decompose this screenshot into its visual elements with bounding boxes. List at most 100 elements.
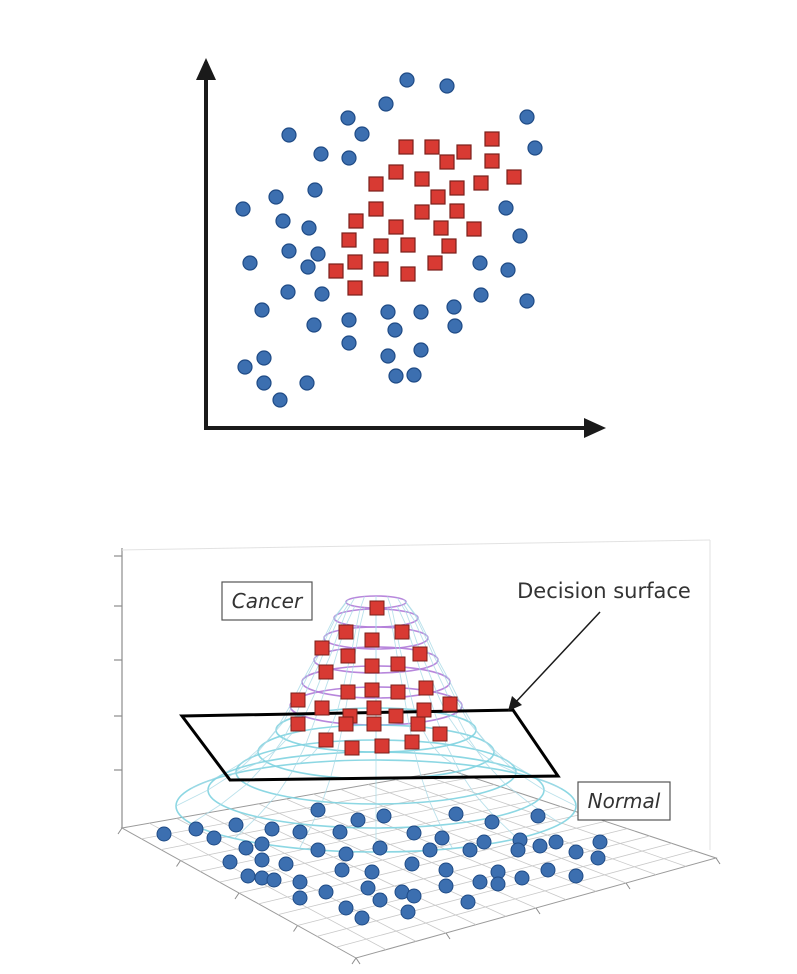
class-b-point [484, 153, 500, 169]
normal-point [422, 842, 438, 858]
class-a-point [500, 262, 516, 278]
class-a-point [281, 243, 297, 259]
cancer-point [374, 738, 390, 754]
mesh-meridian [387, 607, 453, 849]
normal-point [338, 900, 354, 916]
floor-axis-tick [351, 957, 357, 965]
class-a-point [242, 255, 258, 271]
class-b-point [368, 176, 384, 192]
class-a-point [512, 228, 528, 244]
class-a-point [439, 78, 455, 94]
class-b-point [456, 144, 472, 160]
normal-point [568, 868, 584, 884]
cancer-point [344, 740, 360, 756]
cancer-label: Cancer [232, 589, 304, 613]
floor-axis-tick [355, 957, 361, 965]
normal-point [548, 834, 564, 850]
class-a-point [447, 318, 463, 334]
cancer-point [318, 732, 334, 748]
class-b-points [328, 131, 522, 296]
class-b-point [506, 169, 522, 185]
normal-label: Normal [588, 789, 661, 813]
class-b-point [373, 238, 389, 254]
cancer-point [394, 624, 410, 640]
floor-axis-tick [117, 827, 123, 835]
normal-point [188, 821, 204, 837]
normal-point [406, 888, 422, 904]
class-b-point [373, 261, 389, 277]
normal-point [568, 844, 584, 860]
class-a-point [307, 182, 323, 198]
normal-point [400, 904, 416, 920]
normal-point [434, 830, 450, 846]
floor-grid-line [395, 779, 657, 876]
class-a-point [310, 246, 326, 262]
cancer-point [366, 700, 382, 716]
normal-point [590, 850, 606, 866]
cancer-point [290, 716, 306, 732]
class-b-point [433, 220, 449, 236]
normal-point [490, 876, 506, 892]
normal-point [254, 852, 270, 868]
normal-point [310, 842, 326, 858]
floor-axis-tick [293, 925, 298, 932]
cancer-point [416, 702, 432, 718]
normal-point [484, 814, 500, 830]
class-b-point [341, 232, 357, 248]
class-a-point [498, 200, 514, 216]
normal-point [530, 808, 546, 824]
normal-point [264, 821, 280, 837]
normal-point [592, 834, 608, 850]
x-axis-arrowhead-icon [584, 418, 606, 438]
class-a-point [527, 140, 543, 156]
class-a-point [388, 368, 404, 384]
decision-surface-3d-diagram: Cancer Normal Decision surface [114, 539, 721, 965]
class-b-point [388, 219, 404, 235]
normal-point [404, 856, 420, 872]
normal-point [310, 802, 326, 818]
floor-grid-line [336, 850, 694, 948]
top-edge [121, 539, 711, 551]
cancer-point [388, 708, 404, 724]
class-a-point [301, 220, 317, 236]
class-b-point [427, 255, 443, 271]
normal-point [222, 854, 238, 870]
cancer-point [340, 684, 356, 700]
normal-point [334, 862, 350, 878]
normal-point [292, 874, 308, 890]
class-b-point [400, 266, 416, 282]
normal-point [350, 812, 366, 828]
normal-point [532, 838, 548, 854]
class-a-point [380, 348, 396, 364]
class-a-point [268, 189, 284, 205]
class-a-point [256, 350, 272, 366]
class-a-point [340, 110, 356, 126]
normal-point [514, 870, 530, 886]
mesh-meridian [396, 597, 518, 774]
class-b-point [449, 180, 465, 196]
class-b-point [449, 203, 465, 219]
class-b-point [414, 204, 430, 220]
class-a-points [235, 72, 543, 408]
floor-axis-tick [535, 907, 541, 915]
class-a-point [341, 150, 357, 166]
class-a-point [354, 126, 370, 142]
cancer-label-box: Cancer [221, 581, 313, 621]
cancer-point [432, 726, 448, 742]
class-b-point [441, 238, 457, 254]
class-b-point [398, 139, 414, 155]
class-a-point [299, 375, 315, 391]
normal-point [338, 846, 354, 862]
cancer-point [338, 716, 354, 732]
normal-point [254, 836, 270, 852]
normal-point [448, 806, 464, 822]
normal-point [360, 880, 376, 896]
class-a-point [413, 342, 429, 358]
pointer-arrowhead-icon [508, 696, 522, 711]
cancer-point [364, 632, 380, 648]
normal-points [156, 802, 608, 926]
floor-axis-tick [625, 882, 631, 890]
class-b-point [430, 189, 446, 205]
normal-point [278, 856, 294, 872]
